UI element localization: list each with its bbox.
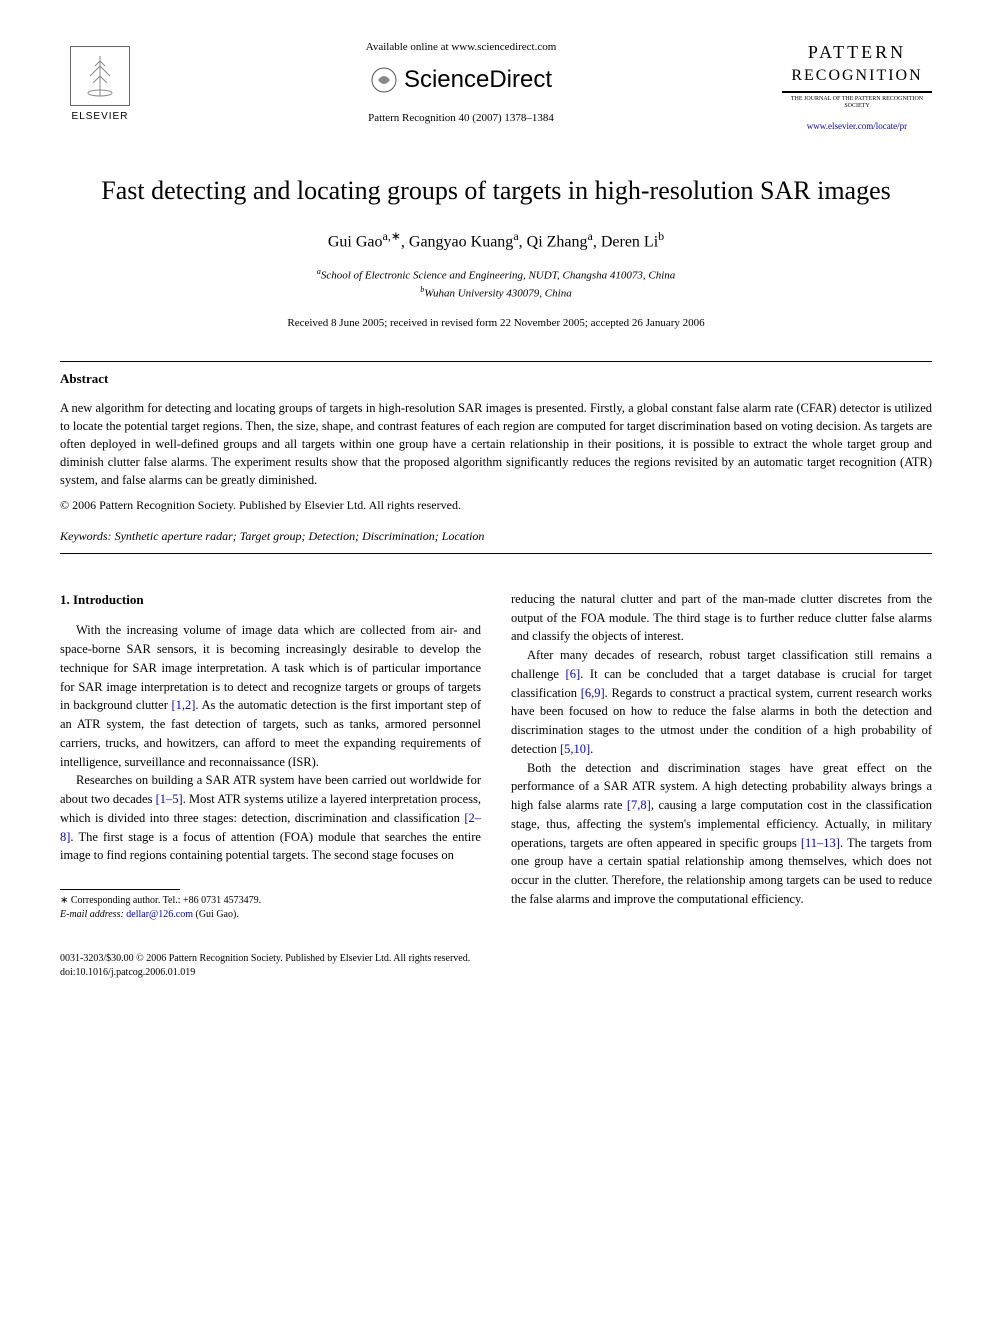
footer-line-2: doi:10.1016/j.patcog.2006.01.019 (60, 966, 932, 980)
authors-line: Gui Gaoa,∗, Gangyao Kuanga, Qi Zhanga, D… (60, 228, 932, 254)
elsevier-label: ELSEVIER (72, 110, 129, 124)
ref-link[interactable]: [1,2] (171, 698, 195, 712)
footnote-rule (60, 889, 180, 890)
ref-link[interactable]: [1–5] (156, 792, 183, 806)
para-3: reducing the natural clutter and part of… (511, 590, 932, 646)
article-title: Fast detecting and locating groups of ta… (100, 174, 892, 208)
para-2: Researches on building a SAR ATR system … (60, 771, 481, 865)
affiliation-a: School of Electronic Science and Enginee… (321, 269, 675, 281)
right-column: reducing the natural clutter and part of… (511, 590, 932, 922)
section-1-heading: 1. Introduction (60, 590, 481, 610)
keywords-label: Keywords: (60, 529, 112, 543)
body-columns: 1. Introduction With the increasing volu… (60, 590, 932, 922)
journal-name-2: RECOGNITION (782, 65, 932, 92)
footer-line-1: 0031-3203/$30.00 © 2006 Pattern Recognit… (60, 952, 932, 966)
footnote-email: E-mail address: dellar@126.com (Gui Gao)… (60, 908, 481, 922)
para-4: After many decades of research, robust t… (511, 646, 932, 759)
affiliation-b: Wuhan University 430079, China (424, 287, 571, 299)
email-link[interactable]: dellar@126.com (126, 909, 193, 920)
para-5: Both the detection and discrimination st… (511, 759, 932, 909)
journal-subtitle: THE JOURNAL OF THE PATTERN RECOGNITION S… (782, 96, 932, 110)
center-header: Available online at www.sciencedirect.co… (140, 40, 782, 126)
journal-box: PATTERN RECOGNITION THE JOURNAL OF THE P… (782, 40, 932, 134)
available-online-text: Available online at www.sciencedirect.co… (140, 40, 782, 55)
page-footer: 0031-3203/$30.00 © 2006 Pattern Recognit… (60, 952, 932, 980)
sciencedirect-brand: ScienceDirect (140, 63, 782, 97)
abstract-heading: Abstract (60, 370, 932, 388)
ref-link[interactable]: [6] (566, 667, 581, 681)
page-header: ELSEVIER Available online at www.science… (60, 40, 932, 134)
footnote-corresponding: ∗ Corresponding author. Tel.: +86 0731 4… (60, 894, 481, 908)
ref-link[interactable]: [5,10] (560, 742, 590, 756)
affiliations: aSchool of Electronic Science and Engine… (60, 266, 932, 302)
abstract-copyright: © 2006 Pattern Recognition Society. Publ… (60, 497, 932, 514)
keywords-text: Synthetic aperture radar; Target group; … (115, 529, 485, 543)
keywords-line: Keywords: Synthetic aperture radar; Targ… (60, 528, 932, 545)
abstract-text: A new algorithm for detecting and locati… (60, 399, 932, 490)
para-1: With the increasing volume of image data… (60, 621, 481, 771)
elsevier-tree-icon (70, 46, 130, 106)
left-column: 1. Introduction With the increasing volu… (60, 590, 481, 922)
ref-link[interactable]: [11–13] (801, 836, 840, 850)
citation-text: Pattern Recognition 40 (2007) 1378–1384 (140, 111, 782, 126)
article-dates: Received 8 June 2005; received in revise… (60, 316, 932, 331)
ref-link[interactable]: [6,9] (581, 686, 605, 700)
sciencedirect-text: ScienceDirect (404, 63, 552, 97)
rule-top (60, 361, 932, 362)
rule-bottom (60, 553, 932, 554)
ref-link[interactable]: [7,8] (627, 798, 651, 812)
elsevier-logo: ELSEVIER (60, 40, 140, 130)
journal-link[interactable]: www.elsevier.com/locate/pr (807, 121, 907, 131)
journal-name-1: PATTERN (782, 40, 932, 65)
sciencedirect-icon (370, 66, 398, 94)
